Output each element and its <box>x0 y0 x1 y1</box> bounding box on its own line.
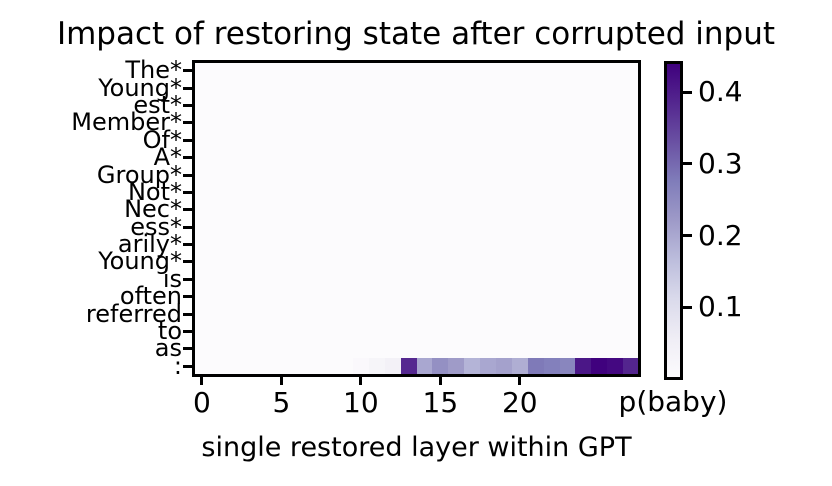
heatmap-cell <box>400 357 417 375</box>
x-tick-label: 20 <box>501 386 538 419</box>
y-axis-token-label: is <box>162 264 182 293</box>
y-axis-token-label: Young* <box>98 73 182 102</box>
colorbar-tick <box>683 305 692 309</box>
y-axis-token-label: est* <box>133 90 182 119</box>
y-axis-token-label: ess* <box>130 212 182 241</box>
y-tick <box>183 312 192 316</box>
colorbar <box>664 61 683 380</box>
heatmap-cell <box>289 357 306 375</box>
heatmap-cell <box>416 357 433 375</box>
heatmap-cell <box>368 357 386 375</box>
y-tick <box>183 260 192 264</box>
x-tick <box>359 376 363 385</box>
heatmap-cell <box>607 357 624 375</box>
heatmap-cell <box>495 357 513 375</box>
x-tick <box>279 376 283 385</box>
heatmap-cell <box>543 357 560 375</box>
colorbar-tick <box>683 234 692 238</box>
heatmap-cell <box>352 357 370 375</box>
y-tick <box>183 156 192 160</box>
colorbar-tick <box>683 90 692 94</box>
y-axis-token-label: Nec* <box>124 195 182 224</box>
y-axis-token-label: A* <box>153 143 182 172</box>
heatmap-cell <box>527 357 545 375</box>
x-tick-label: 15 <box>422 386 459 419</box>
y-axis-token-label: often <box>119 282 182 311</box>
heatmap-cell <box>321 357 338 375</box>
y-axis-token-label: The* <box>125 56 182 85</box>
y-tick <box>183 225 192 229</box>
heatmap-cell <box>337 357 354 375</box>
y-axis-token-label: to <box>157 317 182 346</box>
y-tick <box>183 347 192 351</box>
y-axis-token-label: as <box>154 334 182 363</box>
x-axis-label: single restored layer within GPT <box>201 432 632 463</box>
x-tick <box>200 376 204 385</box>
y-tick <box>183 138 192 142</box>
y-tick <box>183 86 192 90</box>
colorbar-tick <box>683 162 692 166</box>
y-tick <box>183 330 192 334</box>
colorbar-label: p(baby) <box>618 385 728 418</box>
heatmap-cell <box>209 357 227 375</box>
x-tick-label: 5 <box>272 386 291 419</box>
heatmap-cell <box>305 357 322 375</box>
heatmap-cell <box>559 357 576 375</box>
heatmap-cell <box>623 357 640 375</box>
y-axis-token-label: Member* <box>71 108 182 137</box>
y-tick <box>183 103 192 107</box>
y-tick <box>183 295 192 299</box>
x-tick-label: 10 <box>343 386 379 419</box>
y-tick <box>183 364 192 368</box>
heatmap-cell <box>511 357 529 375</box>
heatmap-cell <box>448 357 465 375</box>
y-tick <box>183 208 192 212</box>
y-tick <box>183 173 192 177</box>
heatmap-cell <box>384 357 401 375</box>
x-tick <box>438 376 442 385</box>
heatmap-cell <box>575 357 592 375</box>
heatmap-cell <box>257 357 274 375</box>
heatmap-cell <box>241 357 258 375</box>
colorbar-tick-label: 0.3 <box>698 146 743 180</box>
colorbar-tick-label: 0.1 <box>698 290 743 324</box>
y-tick <box>183 121 192 125</box>
y-axis-token-label: : <box>173 351 182 380</box>
heatmap-cell <box>225 357 243 375</box>
heatmap-plot-area <box>194 62 640 375</box>
y-tick <box>183 69 192 73</box>
y-axis-token-label: Of* <box>142 125 182 154</box>
y-axis-token-label: arily* <box>117 230 182 259</box>
y-tick <box>183 190 192 194</box>
y-tick <box>183 243 192 247</box>
x-tick-label: 0 <box>193 386 211 419</box>
y-tick <box>183 277 192 281</box>
colorbar-tick-label: 0.2 <box>698 218 743 252</box>
heatmap-cell <box>591 357 608 375</box>
heatmap-cell <box>273 357 290 375</box>
heatmap-cell <box>194 357 211 375</box>
colorbar-tick-label: 0.4 <box>698 75 743 109</box>
y-axis-token-label: Young* <box>98 247 182 276</box>
y-axis-token-label: Group* <box>96 160 182 189</box>
heatmap-cell <box>480 357 497 375</box>
chart-title: Impact of restoring state after corrupte… <box>56 16 776 52</box>
y-axis-token-label: Not* <box>127 177 182 206</box>
heatmap-cell <box>432 357 449 375</box>
heatmap-cell <box>464 357 481 375</box>
y-axis-token-label: referred <box>85 299 182 328</box>
x-tick <box>518 376 522 385</box>
